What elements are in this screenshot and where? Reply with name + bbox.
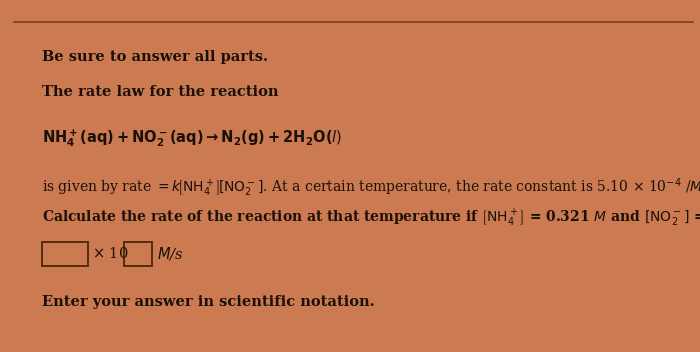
- Text: Be sure to answer all parts.: Be sure to answer all parts.: [42, 50, 268, 64]
- Text: is given by rate $= k\!\left[\mathrm{NH_4^+}\right]\!\left[\mathrm{NO_2^-}\right: is given by rate $= k\!\left[\mathrm{NH_…: [42, 176, 700, 199]
- Text: $M$/s: $M$/s: [157, 245, 183, 263]
- Text: $\times$ 10: $\times$ 10: [92, 246, 129, 262]
- Text: Enter your answer in scientific notation.: Enter your answer in scientific notation…: [42, 295, 374, 309]
- Text: Calculate the rate of the reaction at that temperature if $\left[\mathrm{NH_4^+}: Calculate the rate of the reaction at th…: [42, 208, 700, 229]
- FancyBboxPatch shape: [124, 242, 152, 266]
- FancyBboxPatch shape: [42, 242, 88, 266]
- Text: $\mathbf{NH_4^+(aq) + NO_2^-(aq) \rightarrow N_2(g) + 2H_2O(\it{l})}$: $\mathbf{NH_4^+(aq) + NO_2^-(aq) \righta…: [42, 127, 342, 149]
- Text: The rate law for the reaction: The rate law for the reaction: [42, 85, 279, 99]
